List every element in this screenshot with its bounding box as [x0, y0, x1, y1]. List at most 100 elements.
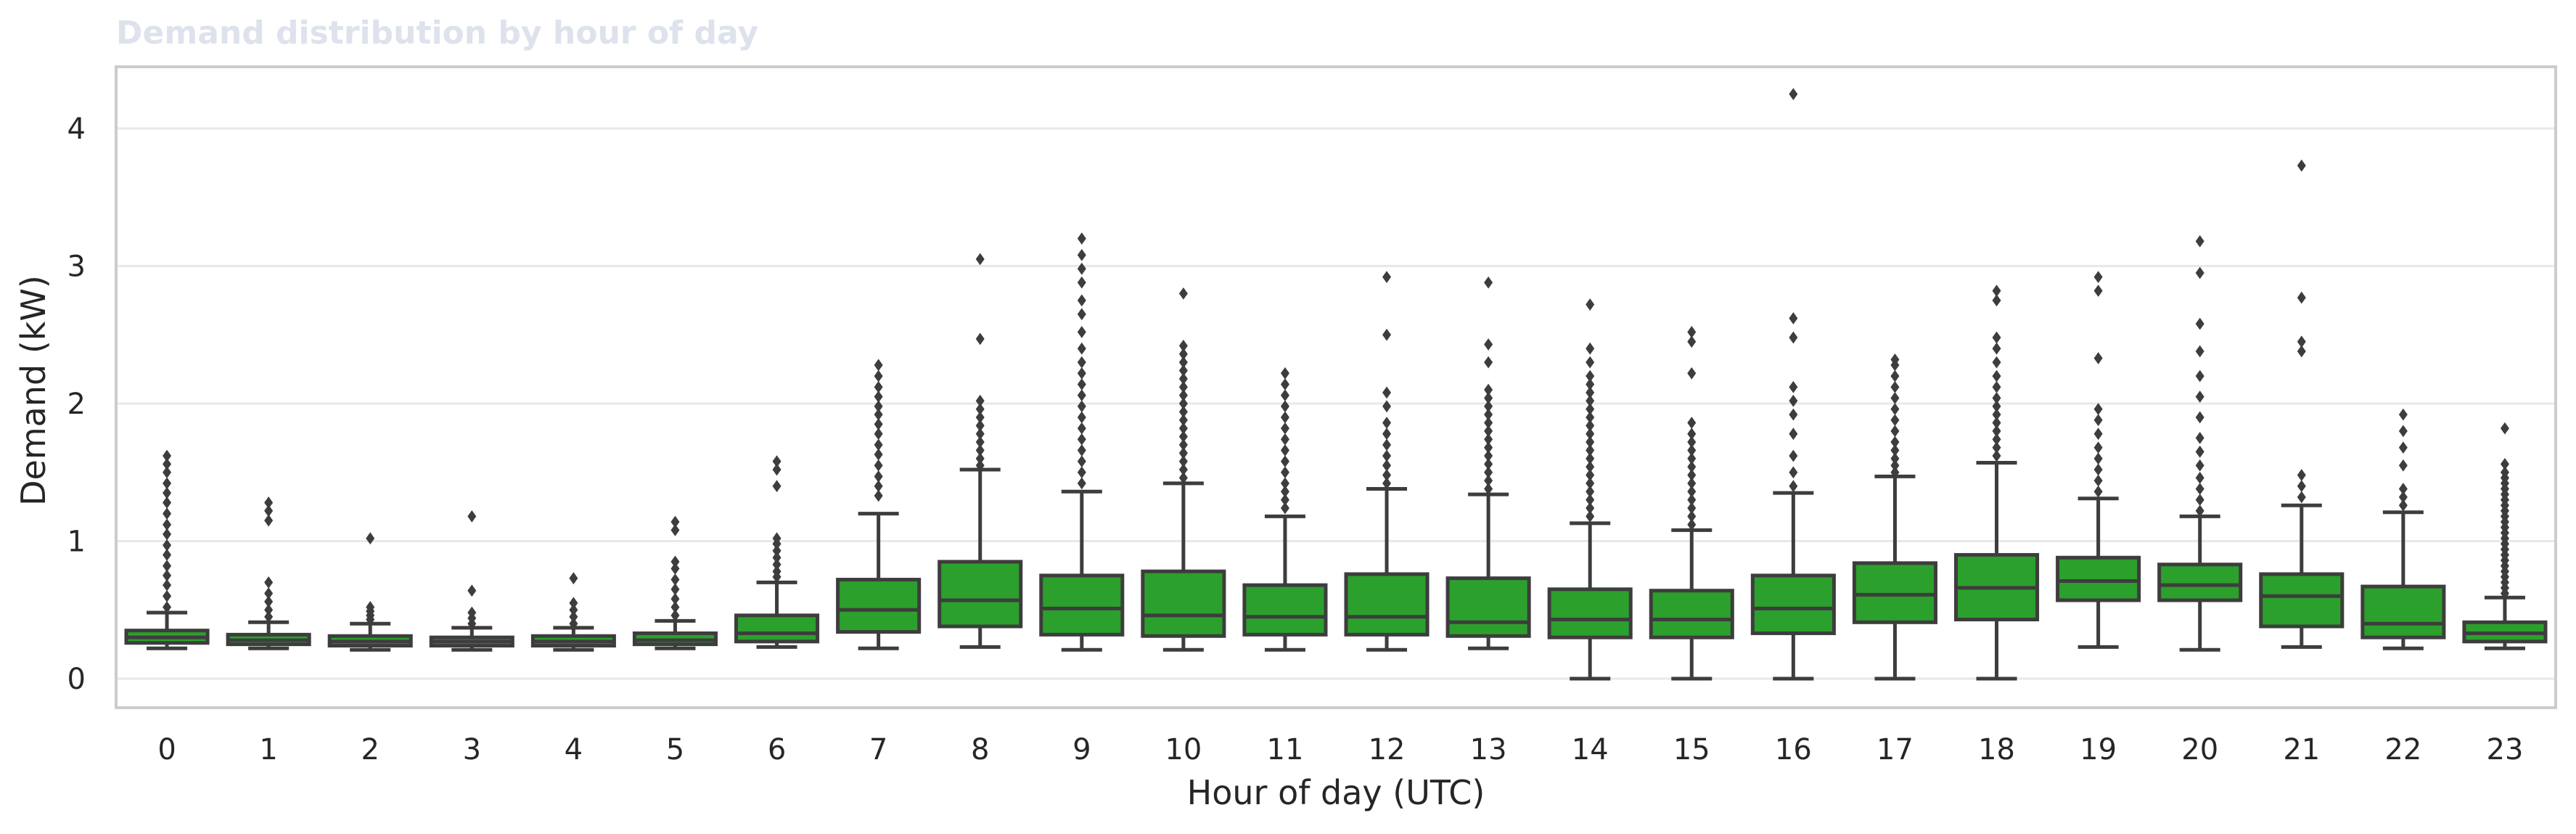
outlier-point	[2500, 466, 2509, 479]
box-hour-20	[2157, 234, 2243, 652]
outlier-point	[2195, 504, 2204, 518]
outlier-point	[2500, 457, 2509, 470]
outlier-point	[2093, 403, 2103, 415]
box-hour-14	[1547, 298, 1633, 681]
box-hour-18	[1954, 285, 2040, 681]
outlier-point	[975, 403, 985, 415]
outlier-point	[2195, 345, 2204, 358]
outlier-point	[163, 449, 172, 462]
outlier-point	[1890, 380, 1900, 393]
outlier-point	[2297, 480, 2306, 493]
outlier-point	[1586, 369, 1595, 383]
outlier-point	[1789, 428, 1798, 441]
outlier-point	[1890, 403, 1900, 415]
outlier-point	[975, 452, 985, 465]
outlier-point	[772, 544, 782, 557]
outlier-point	[1687, 428, 1697, 441]
x-tick-label-17: 17	[1876, 733, 1913, 766]
outlier-point	[2195, 411, 2204, 424]
outlier-point	[1890, 425, 1900, 438]
outlier-point	[1992, 356, 2001, 369]
outlier-point	[1077, 466, 1086, 479]
outlier-point	[2093, 485, 2103, 498]
x-tick-label-3: 3	[463, 733, 481, 766]
outlier-point	[1484, 433, 1493, 446]
outlier-point	[1382, 438, 1392, 451]
x-tick-label-18: 18	[1978, 733, 2015, 766]
outlier-point	[2500, 422, 2509, 435]
outlier-point	[1890, 436, 1900, 449]
iqr-box	[2157, 563, 2243, 602]
outlier-point	[163, 560, 172, 573]
outlier-point	[1586, 510, 1595, 523]
box-hour-16	[1750, 88, 1836, 681]
outlier-point	[2195, 234, 2204, 248]
outlier-point	[1789, 408, 1798, 421]
outlier-point	[163, 477, 172, 490]
outlier-point	[1382, 449, 1392, 462]
outlier-point	[2093, 352, 2103, 364]
outlier-point	[1280, 400, 1289, 413]
outlier-point	[1077, 356, 1086, 369]
box-hour-17	[1852, 353, 1937, 681]
outlier-point	[1077, 232, 1086, 245]
outlier-point	[772, 558, 782, 571]
outlier-point	[1077, 378, 1086, 391]
outlier-point	[1484, 383, 1493, 396]
outlier-point	[264, 587, 274, 600]
outlier-point	[1178, 287, 1188, 300]
outlier-point	[975, 411, 985, 424]
outlier-point	[2195, 494, 2204, 507]
outlier-point	[1077, 367, 1086, 380]
outlier-point	[1178, 380, 1188, 393]
box-hour-3	[429, 510, 514, 652]
outlier-point	[569, 617, 578, 630]
outlier-point	[670, 601, 680, 613]
outlier-point	[1687, 460, 1697, 473]
y-axis-label: Demand (kW)	[14, 275, 53, 506]
outlier-point	[1992, 294, 2001, 307]
x-tick-label-10: 10	[1165, 733, 1202, 766]
box-hour-19	[2056, 271, 2141, 649]
iqr-box	[1344, 572, 1429, 637]
box-hour-2	[327, 532, 413, 652]
box-hour-15	[1649, 326, 1734, 681]
outlier-point	[264, 610, 274, 624]
x-tick-label-7: 7	[869, 733, 887, 766]
outlier-point	[1382, 271, 1392, 284]
outlier-point	[874, 359, 883, 372]
outlier-point	[1484, 441, 1493, 454]
iqr-box	[1445, 576, 1531, 638]
outlier-point	[163, 579, 172, 592]
outlier-point	[1077, 433, 1086, 446]
outlier-point	[1789, 331, 1798, 344]
outlier-point	[874, 391, 883, 403]
outlier-point	[467, 510, 477, 523]
outlier-point	[975, 394, 985, 407]
outlier-point	[874, 470, 883, 483]
outlier-point	[975, 419, 985, 432]
outlier-point	[1992, 285, 2001, 298]
outlier-point	[670, 555, 680, 568]
iqr-box	[1141, 569, 1226, 638]
outlier-point	[1586, 342, 1595, 355]
outlier-point	[1178, 455, 1188, 467]
outlier-point	[1586, 394, 1595, 407]
box-hour-8	[938, 253, 1023, 649]
outlier-point	[1280, 433, 1289, 446]
outlier-point	[1382, 459, 1392, 472]
outlier-point	[1687, 444, 1697, 457]
outlier-point	[1484, 392, 1493, 404]
outlier-point	[772, 463, 782, 476]
outlier-point	[2398, 491, 2408, 504]
outlier-point	[1280, 378, 1289, 391]
outlier-point	[1992, 369, 2001, 383]
outlier-point	[1687, 518, 1697, 531]
outlier-point	[163, 486, 172, 499]
box-hour-5	[632, 515, 718, 650]
outlier-point	[264, 504, 274, 518]
outlier-point	[874, 459, 883, 472]
outlier-point	[2093, 271, 2103, 284]
outlier-point	[264, 576, 274, 589]
outlier-point	[2093, 428, 2103, 441]
